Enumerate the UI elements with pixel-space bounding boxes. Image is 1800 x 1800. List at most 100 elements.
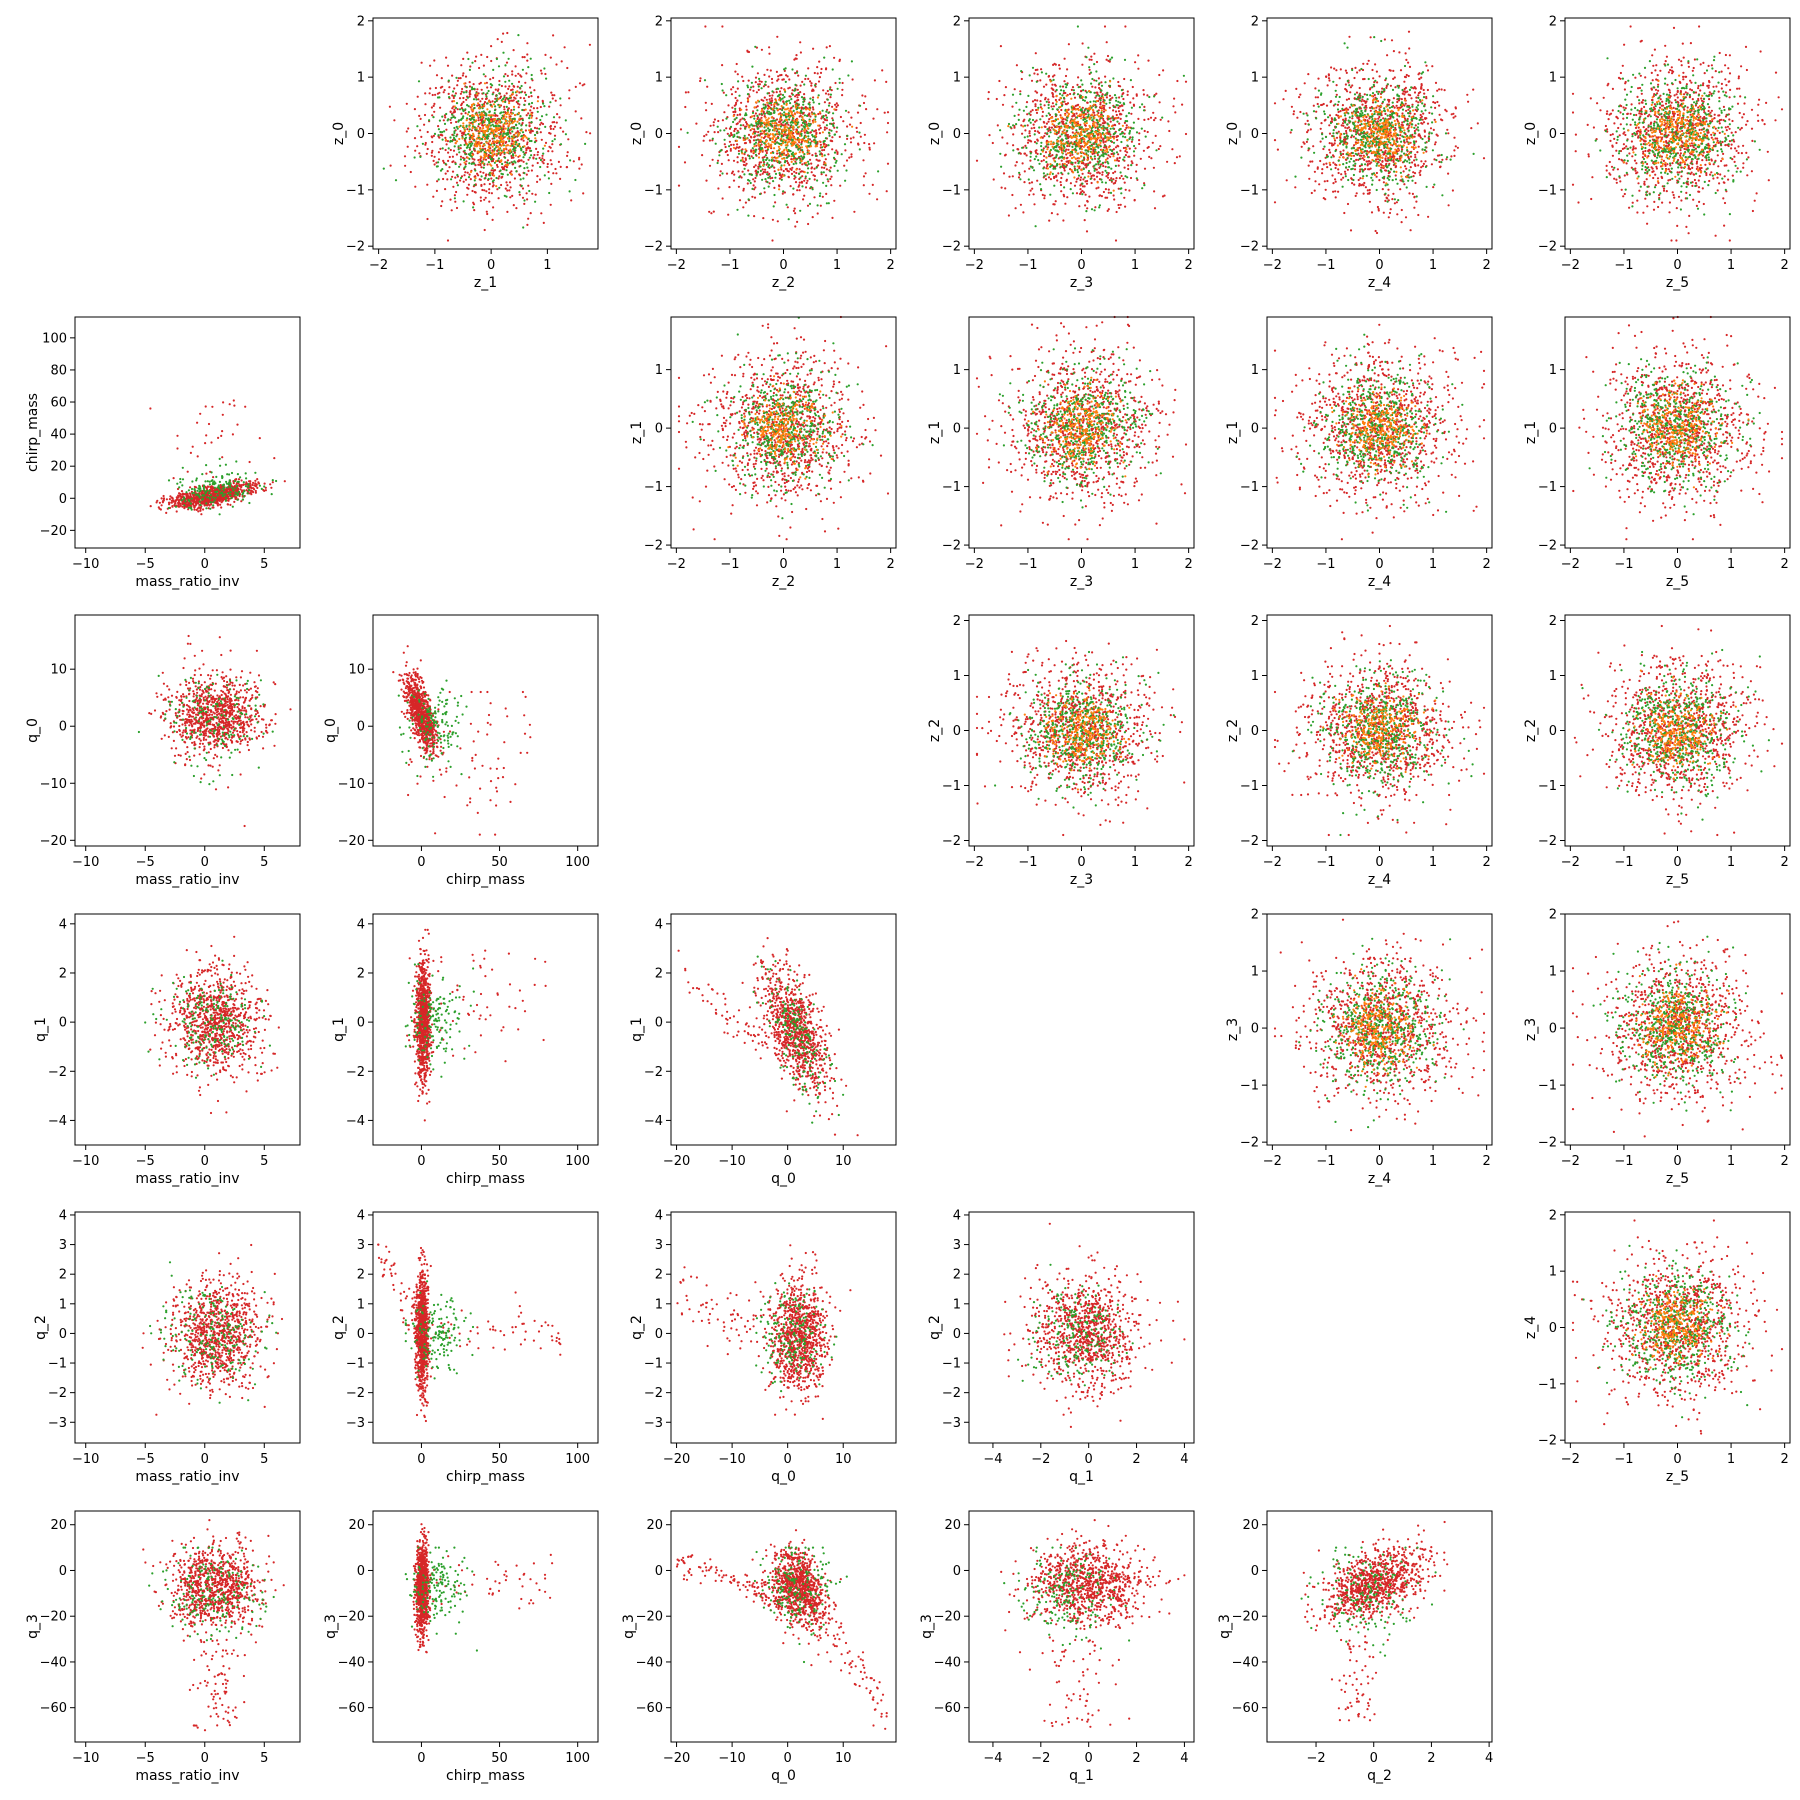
scatter-point — [513, 141, 515, 143]
scatter-point — [832, 112, 834, 114]
scatter-point — [804, 120, 806, 122]
scatter-point — [496, 135, 498, 137]
scatter-point — [1034, 130, 1036, 132]
scatter-point — [1015, 207, 1017, 209]
subplot-z_0-vs-z_1: −2 −1 0 1−2−1012z_1z_0 — [331, 14, 598, 291]
scatter-point — [1071, 115, 1073, 117]
scatter-point — [837, 104, 839, 106]
scatter-point — [579, 82, 581, 84]
scatter-point — [1060, 181, 1062, 183]
scatter-point — [466, 147, 468, 149]
scatter-point — [872, 118, 874, 120]
scatter-point — [758, 78, 760, 80]
scatter-point — [481, 116, 483, 118]
scatter-point — [448, 80, 450, 82]
scatter-point — [509, 97, 511, 99]
scatter-point — [753, 184, 755, 186]
scatter-point — [769, 98, 771, 100]
scatter-point — [1127, 94, 1129, 96]
scatter-point — [797, 75, 799, 77]
scatter-point — [407, 146, 409, 148]
scatter-point — [446, 143, 448, 145]
scatter-point — [799, 135, 801, 137]
scatter-point — [533, 107, 535, 109]
scatter-point — [755, 145, 757, 147]
scatter-point — [772, 108, 774, 110]
scatter-point — [502, 130, 504, 132]
scatter-point — [767, 132, 769, 134]
scatter-point — [498, 121, 500, 123]
scatter-point — [734, 105, 736, 107]
scatter-point — [442, 147, 444, 149]
scatter-point — [857, 112, 859, 114]
scatter-point — [479, 164, 481, 166]
scatter-point — [851, 60, 853, 62]
scatter-point — [511, 83, 513, 85]
scatter-point — [456, 153, 458, 155]
scatter-point — [799, 131, 801, 133]
scatter-point — [497, 128, 499, 130]
scatter-point — [771, 90, 773, 92]
scatter-point — [721, 83, 723, 85]
scatter-point — [482, 136, 484, 138]
scatter-point — [776, 36, 778, 38]
scatter-point — [1051, 84, 1053, 86]
scatter-point — [437, 134, 439, 136]
scatter-point — [522, 56, 524, 58]
scatter-point — [790, 124, 792, 126]
scatter-point — [823, 145, 825, 147]
scatter-point — [843, 165, 845, 167]
scatter-point — [476, 93, 478, 95]
scatter-point — [737, 80, 739, 82]
scatter-point — [465, 179, 467, 181]
scatter-point — [793, 120, 795, 122]
scatter-point — [518, 81, 520, 83]
scatter-point — [824, 126, 826, 128]
scatter-point — [788, 164, 790, 166]
scatter-point — [1045, 97, 1047, 99]
scatter-point — [768, 144, 770, 146]
scatter-point — [482, 162, 484, 164]
scatter-point — [748, 126, 750, 128]
scatter-point — [500, 177, 502, 179]
scatter-point — [795, 141, 797, 143]
scatter-point — [455, 142, 457, 144]
scatter-point — [578, 157, 580, 159]
scatter-point — [777, 137, 779, 139]
scatter-point — [792, 125, 794, 127]
scatter-point — [439, 120, 441, 122]
scatter-point — [472, 206, 474, 208]
scatter-point — [738, 186, 740, 188]
scatter-point — [1090, 175, 1092, 177]
scatter-point — [782, 193, 784, 195]
scatter-point — [537, 151, 539, 153]
scatter-point — [520, 97, 522, 99]
scatter-point — [741, 176, 743, 178]
scatter-point — [794, 208, 796, 210]
scatter-point — [737, 88, 739, 90]
scatter-point — [742, 124, 744, 126]
scatter-point — [520, 135, 522, 137]
scatter-point — [764, 97, 766, 99]
scatter-point — [820, 127, 822, 129]
scatter-point — [525, 124, 527, 126]
scatter-point — [1118, 165, 1120, 167]
scatter-point — [772, 133, 774, 135]
scatter-point — [473, 88, 475, 90]
scatter-point — [1131, 141, 1133, 143]
scatter-point — [508, 80, 510, 82]
scatter-point — [812, 121, 814, 123]
scatter-point — [748, 95, 750, 97]
scatter-point — [802, 151, 804, 153]
scatter-point — [860, 136, 862, 138]
scatter-point — [486, 136, 488, 138]
scatter-point — [1118, 160, 1120, 162]
scatter-point — [829, 170, 831, 172]
scatter-point — [463, 83, 465, 85]
scatter-point — [770, 120, 772, 122]
scatter-point — [1118, 207, 1120, 209]
scatter-point — [445, 113, 447, 115]
scatter-point — [1119, 177, 1121, 179]
scatter-point — [536, 127, 538, 129]
scatter-point — [1052, 89, 1054, 91]
